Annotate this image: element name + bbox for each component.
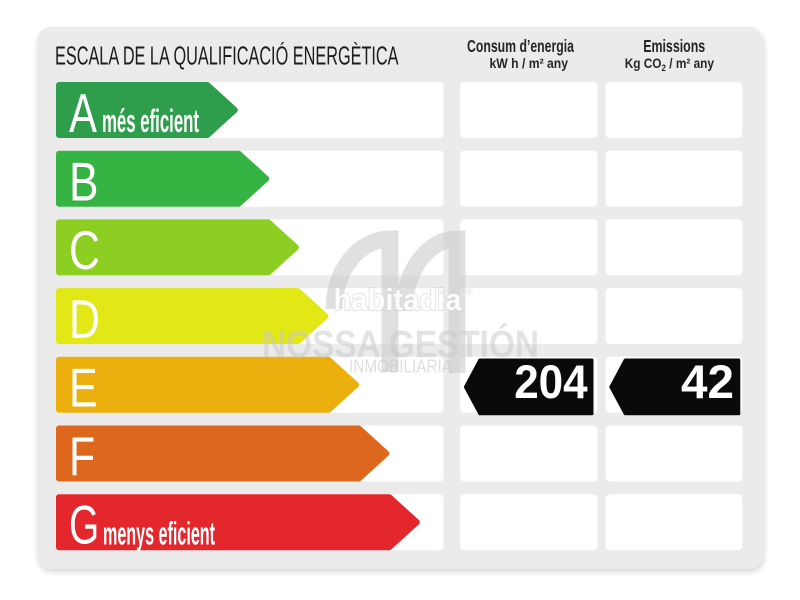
svg-text:INMOBILIARIA: INMOBILIARIA: [349, 355, 453, 376]
svg-text:42: 42: [681, 356, 734, 409]
svg-text:E: E: [69, 358, 98, 419]
svg-text:A: A: [69, 83, 97, 144]
svg-text:F: F: [69, 426, 95, 487]
svg-text:NOSSA GESTIÓN: NOSSA GESTIÓN: [262, 323, 539, 365]
svg-text:habitadia: habitadia: [334, 282, 463, 317]
svg-text:Kg CO2 / m² any: Kg CO2 / m² any: [625, 55, 714, 74]
svg-text:ESCALA DE LA QUALIFICACIÓ ENER: ESCALA DE LA QUALIFICACIÓ ENERGÈTICA: [55, 42, 399, 71]
svg-text:D: D: [69, 289, 100, 350]
svg-text:G: G: [69, 495, 99, 556]
svg-text:Consum d’energia: Consum d’energia: [467, 36, 574, 56]
svg-text:més eficient: més eficient: [102, 103, 199, 139]
svg-text:204: 204: [514, 356, 588, 409]
svg-text:B: B: [69, 152, 99, 213]
svg-text:kW h / m² any: kW h / m² any: [490, 56, 569, 71]
svg-text:®: ®: [466, 287, 473, 297]
svg-text:Emissions: Emissions: [643, 36, 705, 56]
svg-text:C: C: [69, 220, 100, 281]
svg-text:menys eficient: menys eficient: [103, 516, 215, 552]
